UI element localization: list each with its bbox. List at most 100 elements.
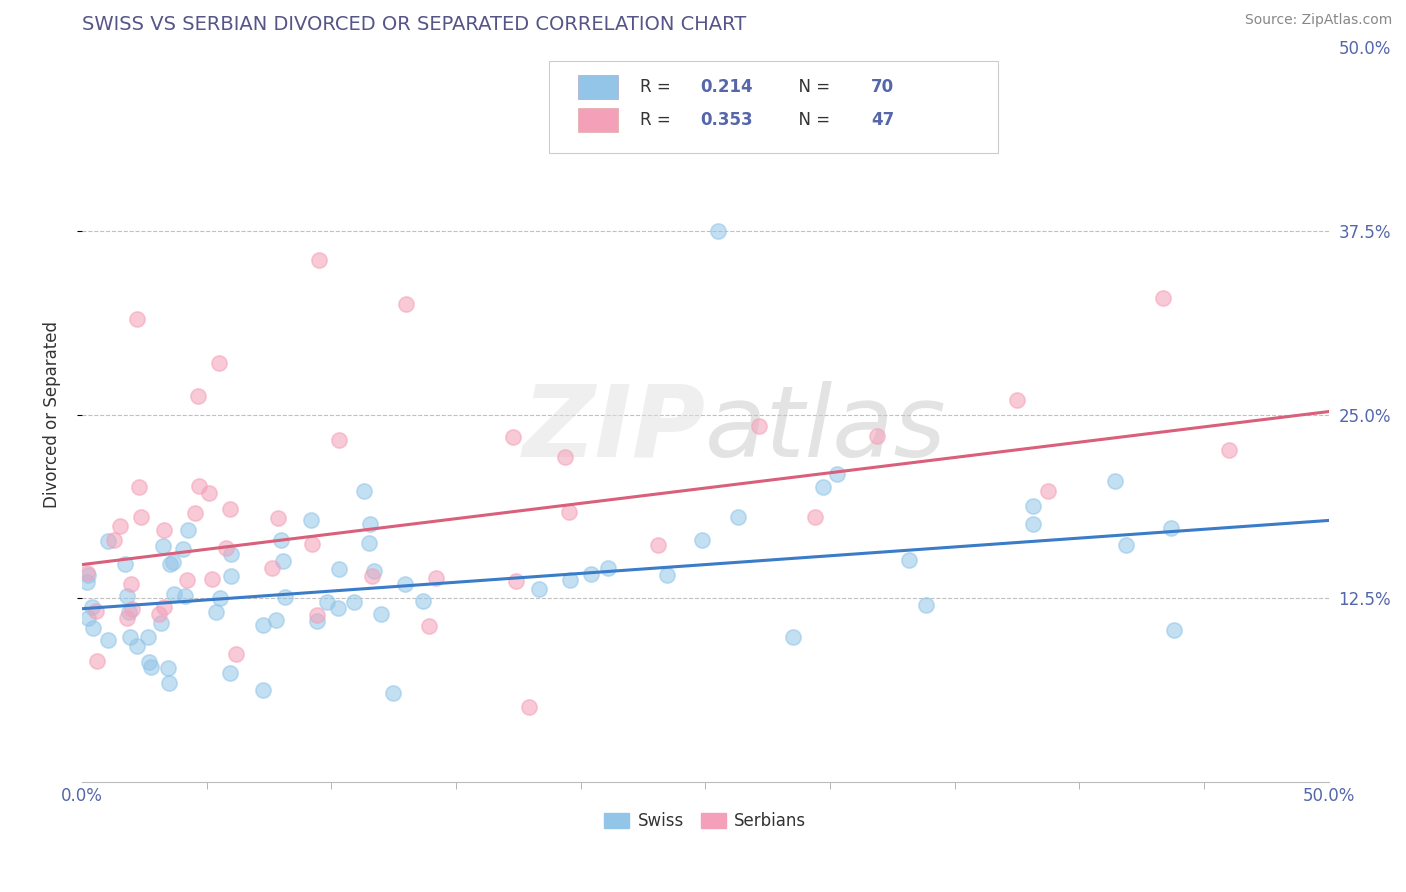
- Point: [554, 450, 576, 465]
- Point: [328, 434, 350, 448]
- Point: [897, 552, 920, 566]
- Point: [115, 610, 138, 624]
- Point: [148, 607, 170, 621]
- Point: [221, 569, 243, 583]
- Point: [1104, 474, 1126, 488]
- Text: 70: 70: [872, 78, 894, 96]
- Text: SWISS VS SERBIAN DIVORCED OR SEPARATED CORRELATION CHART: SWISS VS SERBIAN DIVORCED OR SEPARATED C…: [82, 15, 747, 34]
- Point: [558, 573, 581, 587]
- Point: [125, 311, 148, 326]
- Point: [208, 591, 231, 605]
- Point: [1160, 521, 1182, 535]
- Point: [125, 639, 148, 653]
- Point: [172, 542, 194, 557]
- Point: [1115, 538, 1137, 552]
- Point: [138, 655, 160, 669]
- Point: [1005, 392, 1028, 407]
- Point: [174, 589, 197, 603]
- Point: [270, 533, 292, 548]
- Legend: Swiss, Serbians: Swiss, Serbians: [598, 805, 813, 837]
- Point: [201, 572, 224, 586]
- Point: [219, 547, 242, 561]
- Point: [187, 479, 209, 493]
- Point: [80, 599, 103, 614]
- Point: [915, 598, 938, 612]
- Text: R =: R =: [641, 78, 676, 96]
- Point: [866, 429, 889, 443]
- Point: [579, 566, 602, 581]
- Text: ZIP: ZIP: [522, 381, 706, 478]
- Point: [502, 430, 524, 444]
- Y-axis label: Divorced or Separated: Divorced or Separated: [44, 321, 60, 508]
- Point: [153, 523, 176, 537]
- Point: [117, 589, 139, 603]
- Point: [76, 574, 98, 589]
- Point: [184, 506, 207, 520]
- Point: [271, 554, 294, 568]
- Point: [150, 615, 173, 630]
- Text: atlas: atlas: [706, 381, 946, 478]
- Point: [425, 571, 447, 585]
- Point: [152, 539, 174, 553]
- Point: [136, 630, 159, 644]
- Point: [1036, 484, 1059, 499]
- Point: [205, 605, 228, 619]
- Point: [315, 595, 337, 609]
- Point: [96, 633, 118, 648]
- Point: [1022, 517, 1045, 532]
- FancyBboxPatch shape: [578, 109, 619, 132]
- Point: [187, 389, 209, 403]
- Point: [517, 700, 540, 714]
- Point: [558, 506, 581, 520]
- Point: [260, 561, 283, 575]
- Point: [162, 555, 184, 569]
- Text: N =: N =: [787, 112, 835, 129]
- Point: [529, 582, 551, 597]
- Point: [301, 537, 323, 551]
- Point: [598, 561, 620, 575]
- Text: Source: ZipAtlas.com: Source: ZipAtlas.com: [1244, 13, 1392, 28]
- Point: [825, 467, 848, 481]
- Point: [215, 541, 238, 555]
- Point: [103, 533, 125, 547]
- Point: [118, 631, 141, 645]
- Point: [394, 576, 416, 591]
- Point: [301, 513, 323, 527]
- Point: [96, 534, 118, 549]
- Text: 0.353: 0.353: [700, 112, 754, 129]
- Point: [114, 558, 136, 572]
- Point: [412, 594, 434, 608]
- Point: [157, 676, 180, 690]
- Point: [153, 599, 176, 614]
- FancyBboxPatch shape: [550, 62, 998, 153]
- Point: [129, 510, 152, 524]
- Point: [505, 574, 527, 588]
- Text: R =: R =: [641, 112, 676, 129]
- Point: [308, 252, 330, 267]
- Point: [707, 224, 730, 238]
- Point: [353, 484, 375, 499]
- Point: [208, 356, 231, 370]
- Point: [266, 511, 288, 525]
- Point: [266, 613, 288, 627]
- Point: [198, 486, 221, 500]
- Point: [1218, 442, 1240, 457]
- Point: [1152, 291, 1174, 305]
- Point: [363, 564, 385, 578]
- Point: [361, 569, 384, 583]
- Point: [82, 621, 104, 635]
- Text: 47: 47: [872, 112, 894, 129]
- Point: [359, 517, 381, 532]
- Point: [727, 509, 749, 524]
- Point: [219, 666, 242, 681]
- Point: [305, 607, 328, 622]
- Point: [219, 502, 242, 516]
- FancyBboxPatch shape: [578, 75, 619, 99]
- Point: [252, 683, 274, 698]
- Point: [176, 573, 198, 587]
- Point: [811, 480, 834, 494]
- Text: 0.214: 0.214: [700, 78, 754, 96]
- Point: [120, 576, 142, 591]
- Point: [359, 536, 381, 550]
- Point: [856, 128, 879, 142]
